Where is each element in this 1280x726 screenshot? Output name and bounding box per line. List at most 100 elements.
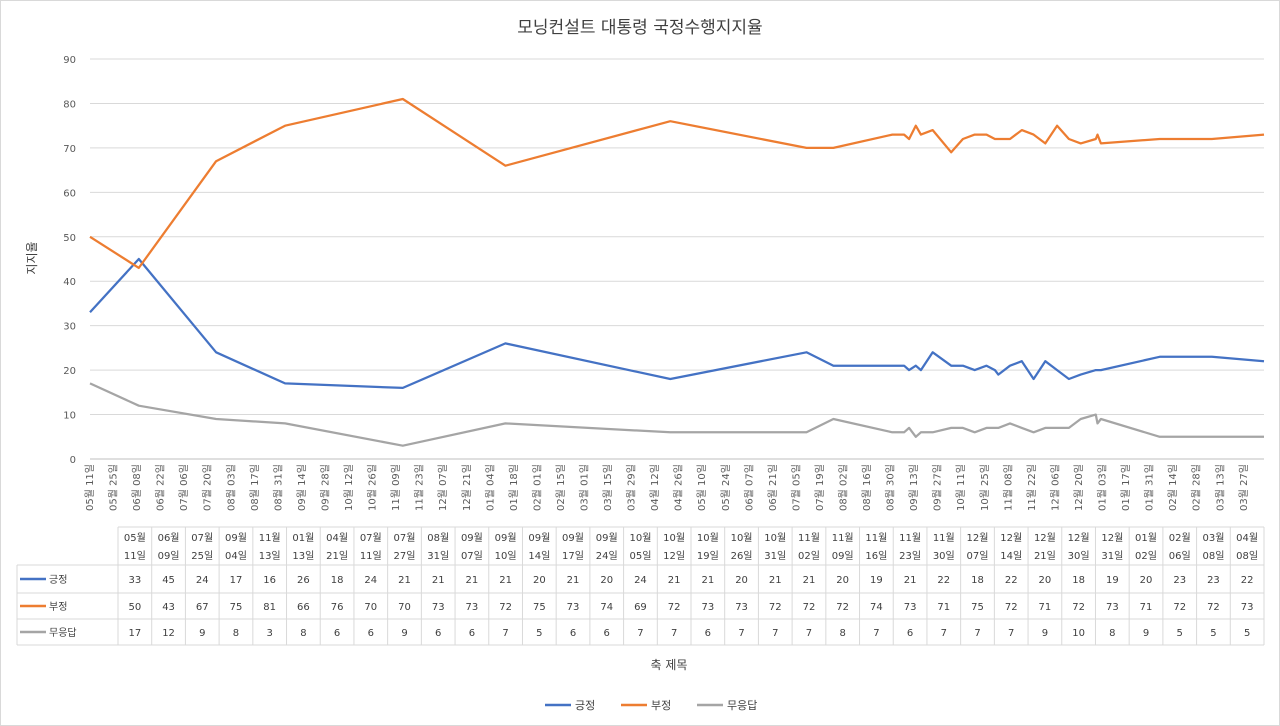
table-header: 05일: [629, 550, 651, 562]
y-tick-label: 20: [63, 366, 76, 377]
table-cell: 18: [1072, 575, 1085, 586]
table-header: 02일: [798, 550, 820, 562]
table-header: 21일: [1034, 550, 1056, 562]
table-cell: 7: [941, 628, 947, 639]
table-header: 11일: [124, 550, 146, 562]
y-axis-ticks: 0 10 20 30 40 50 60 70 80 90: [63, 55, 76, 466]
x-tick-label: 01월 17일: [1120, 464, 1132, 511]
table-cell: 21: [769, 575, 782, 586]
table-cell: 7: [637, 628, 643, 639]
table-cell: 71: [1039, 602, 1052, 613]
table-header: 12월: [967, 532, 989, 544]
table-cell: 75: [230, 602, 243, 613]
table-header: 09일: [158, 550, 180, 562]
table-cell: 6: [604, 628, 610, 639]
table-header: 02일: [1135, 550, 1157, 562]
table-header: 12월: [1068, 532, 1090, 544]
table-cell: 67: [196, 602, 209, 613]
x-tick-label: 02월 01일: [531, 464, 543, 511]
table-header: 13일: [259, 550, 281, 562]
table-header: 26일: [731, 550, 753, 562]
table-cell: 22: [1005, 575, 1018, 586]
table-cell: 7: [671, 628, 677, 639]
table-cell: 6: [435, 628, 441, 639]
x-tick-label: 12월 20일: [1073, 464, 1085, 511]
x-tick-label: 12월 06일: [1049, 464, 1061, 511]
table-cell: 12: [162, 628, 175, 639]
table-header: 23일: [899, 550, 921, 562]
table-cell: 71: [1140, 602, 1153, 613]
table-cell: 74: [870, 602, 883, 613]
table-header: 09일: [832, 550, 854, 562]
table-row-label: 부정: [49, 601, 67, 613]
table-cell: 22: [937, 575, 950, 586]
table-header: 07월: [191, 532, 213, 544]
x-tick-label: 01월 31일: [1144, 464, 1156, 511]
table-header: 12월: [1034, 532, 1056, 544]
table-header: 03월: [1202, 532, 1224, 544]
x-tick-label: 03월 29일: [626, 464, 638, 511]
table-cell: 21: [499, 575, 512, 586]
table-cell: 6: [570, 628, 576, 639]
table-cell: 6: [705, 628, 711, 639]
series-lines: [89, 97, 1265, 447]
x-tick-label: 11월 08일: [1002, 464, 1014, 511]
table-header: 09월: [495, 532, 517, 544]
table-header: 10월: [629, 532, 651, 544]
table-header: 11월: [865, 532, 887, 544]
table-header: 07일: [461, 550, 483, 562]
table-cell: 24: [634, 575, 647, 586]
table-cell: 72: [1072, 602, 1085, 613]
series-line-무응답: [89, 382, 1264, 447]
x-tick-label: 01월 04일: [484, 464, 496, 511]
x-tick-label: 03월 13일: [1214, 464, 1226, 511]
table-cell: 20: [836, 575, 849, 586]
table-cell: 6: [907, 628, 913, 639]
x-tick-label: 07월 05일: [790, 464, 802, 511]
table-cell: 20: [1039, 575, 1052, 586]
y-tick-label: 60: [63, 188, 76, 199]
table-cell: 24: [364, 575, 377, 586]
x-axis-ticks: 05월 11일 05월 25일 06월 08일 06월 22일 07월 06일 07월 2…: [84, 464, 1250, 511]
x-tick-label: 09월 27일: [932, 464, 944, 511]
table-cell: 8: [839, 628, 845, 639]
table-header: 30일: [933, 550, 955, 562]
table-header: 27일: [394, 550, 416, 562]
table-header: 12월: [1101, 532, 1123, 544]
table-cell: 7: [974, 628, 980, 639]
table-cell: 7: [738, 628, 744, 639]
table-cell: 73: [1241, 602, 1254, 613]
table-cell: 73: [701, 602, 714, 613]
table-cell: 23: [1207, 575, 1220, 586]
y-tick-label: 0: [70, 455, 76, 466]
table-header: 10일: [495, 550, 517, 562]
table-cell: 7: [806, 628, 812, 639]
table-header: 01월: [1135, 532, 1157, 544]
gridlines: [90, 58, 1264, 460]
series-line-부정: [89, 97, 1265, 270]
x-tick-label: 11월 23일: [414, 464, 426, 511]
x-tick-label: 05월 25일: [108, 464, 120, 511]
table-cell: 72: [836, 602, 849, 613]
x-tick-label: 08월 03일: [225, 464, 237, 511]
table-cell: 7: [873, 628, 879, 639]
x-tick-label: 03월 15일: [602, 464, 614, 511]
table-cell: 9: [401, 628, 407, 639]
table-cell: 21: [466, 575, 479, 586]
table-cell: 6: [368, 628, 374, 639]
table-cell: 33: [128, 575, 141, 586]
table-cell: 20: [735, 575, 748, 586]
table-cell: 9: [1042, 628, 1048, 639]
table-cell: 8: [233, 628, 239, 639]
table-cell: 73: [735, 602, 748, 613]
table-header: 30일: [1068, 550, 1090, 562]
table-cell: 50: [128, 602, 141, 613]
table-header: 31일: [764, 550, 786, 562]
table-row-label: 무응답: [49, 627, 77, 639]
table-header: 11월: [933, 532, 955, 544]
x-tick-label: 12월 07일: [437, 464, 449, 511]
table-cell: 7: [502, 628, 508, 639]
x-tick-label: 10월 25일: [979, 464, 991, 511]
table-cell: 17: [230, 575, 243, 586]
